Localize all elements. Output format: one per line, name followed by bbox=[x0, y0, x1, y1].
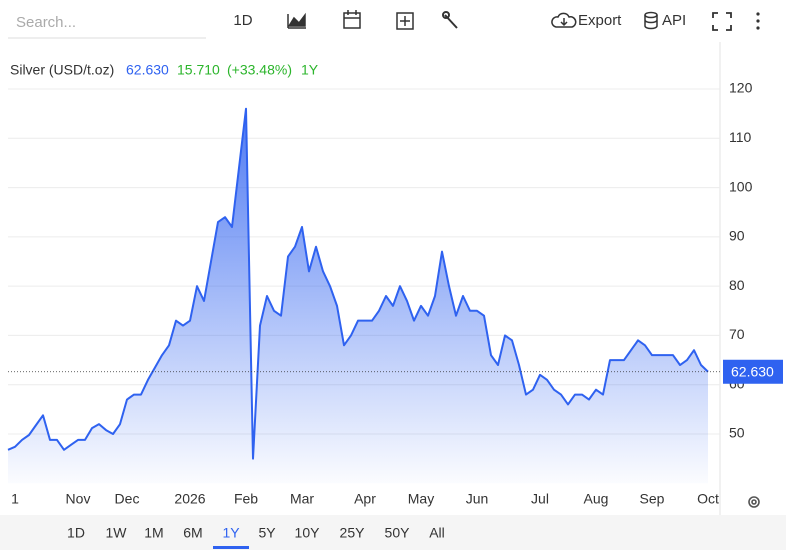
plot: 50607080901001101201NovDec2026FebMarAprM… bbox=[7, 80, 783, 507]
x-tick-label: Apr bbox=[354, 491, 376, 507]
range-button[interactable]: 6M bbox=[183, 525, 202, 541]
x-tick-label: 1 bbox=[11, 491, 19, 507]
x-tick-label: Dec bbox=[115, 491, 140, 507]
chart-type-icon[interactable] bbox=[287, 12, 306, 29]
x-tick-label: Aug bbox=[584, 491, 609, 507]
api-icon[interactable] bbox=[644, 11, 658, 30]
y-tick-label: 100 bbox=[729, 178, 753, 194]
y-tick-label: 110 bbox=[729, 129, 752, 145]
x-tick-label: Mar bbox=[290, 491, 314, 507]
range-button[interactable]: 10Y bbox=[295, 525, 321, 541]
x-tick-label: 2026 bbox=[174, 491, 205, 507]
range-button[interactable]: 1Y bbox=[222, 525, 240, 541]
interval-button[interactable]: 1D bbox=[233, 12, 252, 29]
toolbar bbox=[0, 0, 786, 42]
price-change: 15.710 bbox=[177, 62, 220, 78]
range-buttons: 1D 1W 1M 6M 1Y 5Y 10Y 25Y 50Y All bbox=[67, 525, 445, 549]
range-button[interactable]: 25Y bbox=[340, 525, 366, 541]
export-icon[interactable] bbox=[551, 12, 577, 28]
fullscreen-icon[interactable] bbox=[712, 12, 732, 31]
x-tick-label: Oct bbox=[697, 491, 719, 507]
range-button[interactable]: 1M bbox=[144, 525, 163, 541]
range-button[interactable]: 1W bbox=[106, 525, 128, 541]
area-fill bbox=[8, 108, 708, 484]
price-tag bbox=[723, 359, 783, 384]
api-button[interactable]: API bbox=[662, 12, 686, 29]
instrument-name: Silver (USD/t.oz) bbox=[10, 62, 114, 78]
x-tick-label: Jul bbox=[531, 491, 549, 507]
calendar-icon[interactable] bbox=[343, 10, 361, 29]
current-price: 62.630 bbox=[126, 62, 169, 78]
range-button[interactable]: 1D bbox=[67, 525, 85, 541]
settings-icon[interactable] bbox=[748, 496, 760, 508]
x-tick-label: Nov bbox=[66, 491, 91, 507]
y-tick-label: 90 bbox=[729, 228, 745, 244]
menu-icon[interactable] bbox=[756, 12, 760, 30]
y-tick-label: 50 bbox=[729, 425, 745, 441]
x-tick-label: Feb bbox=[234, 491, 258, 507]
y-tick-label: 70 bbox=[729, 326, 745, 342]
search-input[interactable]: Search... bbox=[16, 14, 76, 31]
range-button[interactable]: 50Y bbox=[385, 525, 411, 541]
add-indicator-icon[interactable] bbox=[396, 12, 414, 30]
range-bar bbox=[0, 515, 786, 550]
price-change-percent: (+33.48%) bbox=[227, 62, 292, 78]
range-selected-underline bbox=[213, 546, 249, 549]
period-label: 1Y bbox=[301, 62, 319, 78]
export-button[interactable]: Export bbox=[578, 12, 622, 29]
y-tick-label: 120 bbox=[729, 80, 753, 96]
range-button[interactable]: All bbox=[429, 525, 445, 541]
tools-icon[interactable] bbox=[442, 11, 458, 29]
y-tick-label: 80 bbox=[729, 277, 745, 293]
x-tick-label: Jun bbox=[466, 491, 489, 507]
price-tag-label: 62.630 bbox=[731, 363, 774, 379]
x-tick-label: May bbox=[408, 491, 434, 507]
x-tick-label: Sep bbox=[640, 491, 665, 507]
range-button[interactable]: 5Y bbox=[258, 525, 276, 541]
price-line bbox=[7, 107, 709, 460]
